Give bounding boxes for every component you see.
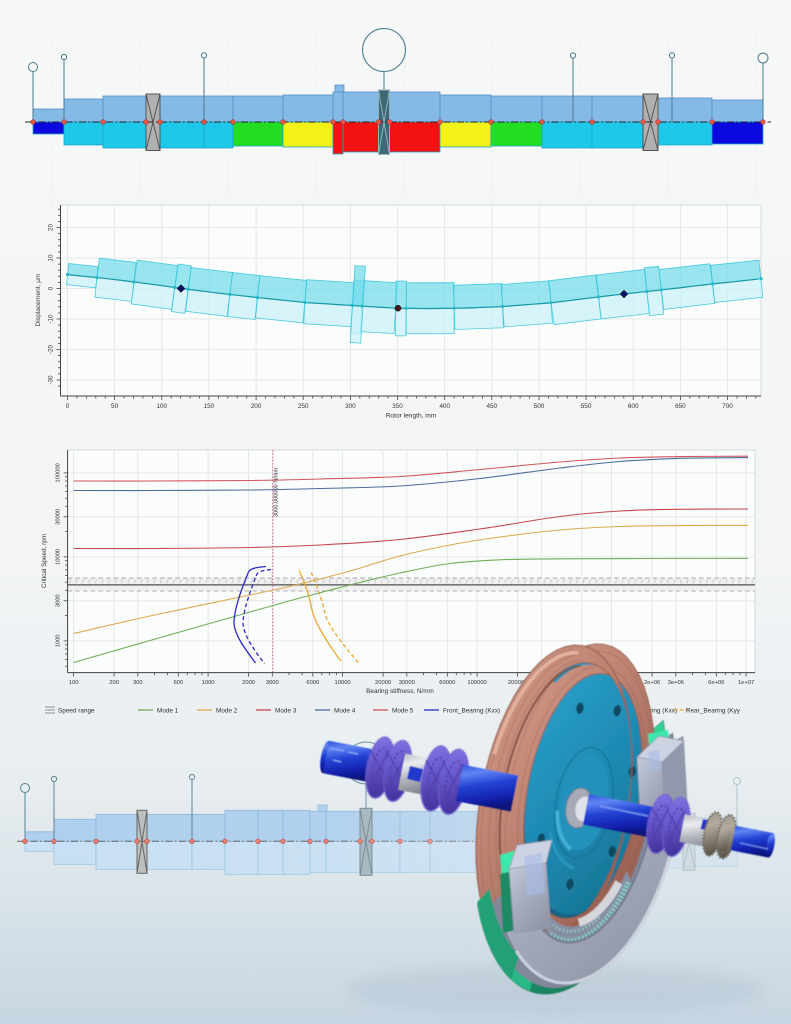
svg-text:3e+06: 3e+06 xyxy=(668,680,684,686)
svg-text:3000: 3000 xyxy=(266,680,279,686)
svg-text:3000.000000 N/mm: 3000.000000 N/mm xyxy=(274,468,280,517)
svg-text:20: 20 xyxy=(48,224,55,232)
svg-text:Mode 2: Mode 2 xyxy=(216,708,238,715)
svg-text:-10: -10 xyxy=(48,314,55,324)
svg-text:10000: 10000 xyxy=(56,549,62,565)
svg-text:20000: 20000 xyxy=(375,680,391,686)
svg-text:150: 150 xyxy=(204,403,215,410)
svg-text:100000: 100000 xyxy=(56,463,62,482)
svg-text:100: 100 xyxy=(69,680,79,686)
svg-text:Mode 1: Mode 1 xyxy=(157,708,179,715)
svg-text:200000: 200000 xyxy=(508,680,527,686)
svg-text:500: 500 xyxy=(534,403,545,410)
svg-text:Displacement, μm: Displacement, μm xyxy=(35,273,42,326)
svg-text:200: 200 xyxy=(109,680,119,686)
svg-text:6e+06: 6e+06 xyxy=(708,680,724,686)
svg-text:100: 100 xyxy=(156,403,167,410)
svg-text:Rear_Bearing (Kyy: Rear_Bearing (Kyy xyxy=(686,708,741,715)
svg-text:2000: 2000 xyxy=(242,680,255,686)
svg-text:200: 200 xyxy=(251,403,262,410)
svg-text:10000: 10000 xyxy=(335,680,351,686)
svg-text:3000: 3000 xyxy=(56,594,62,607)
svg-text:600: 600 xyxy=(173,680,183,686)
svg-text:Mode 4: Mode 4 xyxy=(334,708,356,715)
svg-text:300: 300 xyxy=(133,680,143,686)
svg-text:30000: 30000 xyxy=(399,680,415,686)
svg-text:350: 350 xyxy=(392,403,403,410)
svg-text:6000: 6000 xyxy=(306,680,319,686)
svg-text:Critical Speed, rpm: Critical Speed, rpm xyxy=(41,534,48,588)
svg-text:700: 700 xyxy=(722,403,733,410)
svg-text:550: 550 xyxy=(581,403,592,410)
svg-text:600: 600 xyxy=(628,403,639,410)
svg-text:-30: -30 xyxy=(48,375,55,385)
svg-text:10: 10 xyxy=(48,254,55,262)
svg-text:300: 300 xyxy=(345,403,356,410)
svg-text:2e+06: 2e+06 xyxy=(644,680,660,686)
svg-text:250: 250 xyxy=(298,403,309,410)
svg-text:100000: 100000 xyxy=(467,680,486,686)
svg-text:30000: 30000 xyxy=(56,509,62,525)
svg-text:Bearing stiffness, N/mm: Bearing stiffness, N/mm xyxy=(366,688,434,695)
svg-text:60000: 60000 xyxy=(439,680,455,686)
svg-text:0: 0 xyxy=(48,286,55,290)
svg-text:650: 650 xyxy=(675,403,686,410)
svg-text:Rotor length, mm: Rotor length, mm xyxy=(386,413,437,420)
svg-text:400: 400 xyxy=(439,403,450,410)
svg-text:1000: 1000 xyxy=(202,680,215,686)
svg-text:0: 0 xyxy=(66,403,70,410)
svg-text:Mode 3: Mode 3 xyxy=(275,708,297,715)
svg-text:1e+07: 1e+07 xyxy=(738,680,754,686)
svg-text:450: 450 xyxy=(486,403,497,410)
svg-text:1000: 1000 xyxy=(56,634,62,647)
svg-text:-20: -20 xyxy=(48,344,55,354)
svg-text:Front_Bearing (Kxx): Front_Bearing (Kxx) xyxy=(443,708,500,715)
svg-text:Speed range: Speed range xyxy=(58,708,95,715)
svg-text:Mode 5: Mode 5 xyxy=(392,708,414,715)
svg-text:50: 50 xyxy=(111,403,119,410)
